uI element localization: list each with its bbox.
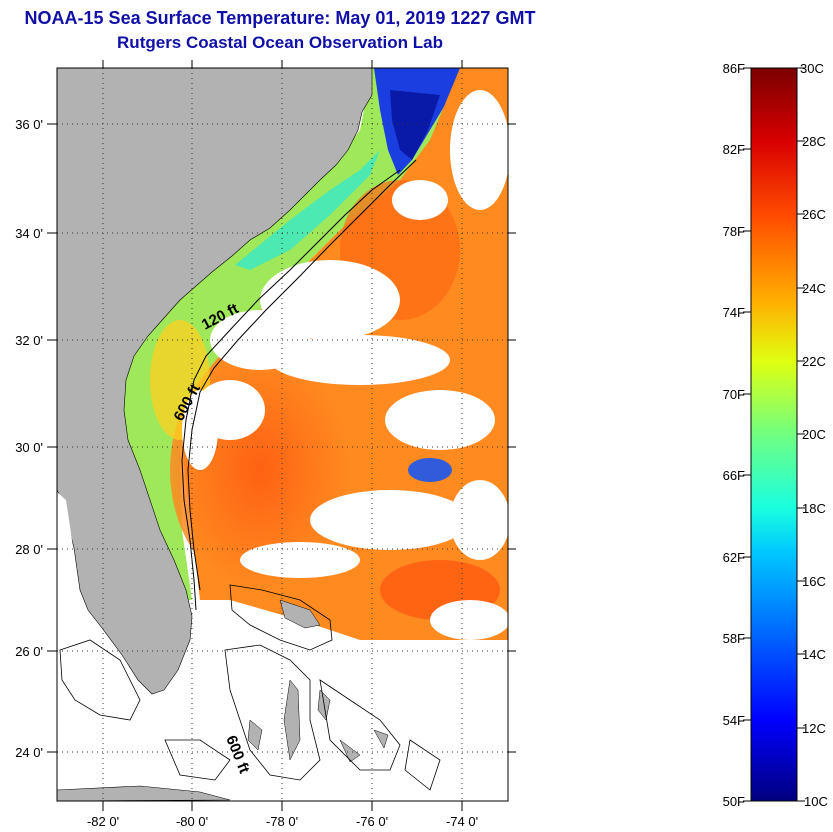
lon-label-82: -82 0' [87, 814, 119, 829]
colorbar-ticks [743, 67, 805, 802]
cb-c-10: 10C [804, 794, 828, 809]
cb-f-86: 86F [723, 61, 745, 76]
cb-c-18: 18C [802, 501, 826, 516]
cb-f-70: 70F [723, 387, 745, 402]
lat-label-28: 28 0' [15, 542, 43, 557]
lat-label-30: 30 0' [15, 440, 43, 455]
cb-c-22: 22C [802, 354, 826, 369]
cloud-mask [182, 90, 508, 640]
cb-f-50: 50F [723, 794, 745, 809]
cb-c-26: 26C [802, 207, 826, 222]
cb-f-54: 54F [723, 713, 745, 728]
cb-f-74: 74F [723, 305, 745, 320]
sst-shelf-cyan [235, 150, 380, 270]
sst-very-cold-water [390, 90, 440, 160]
land-us [57, 68, 373, 695]
cb-f-58: 58F [723, 631, 745, 646]
bahamas-bank-contours [59, 584, 441, 791]
cb-f-66: 66F [723, 468, 745, 483]
cb-c-24: 24C [802, 281, 826, 296]
cb-c-30: 30C [800, 61, 824, 76]
isobath-120ft [181, 169, 401, 611]
cb-f-82: 82F [723, 142, 745, 157]
cb-f-78: 78F [723, 224, 745, 239]
lon-label-80: -80 0' [176, 814, 208, 829]
cb-c-16: 16C [802, 574, 826, 589]
cb-c-12: 12C [802, 721, 826, 736]
lon-label-76: -76 0' [356, 814, 388, 829]
land-cuba [57, 785, 231, 801]
graticule [57, 68, 508, 801]
lat-label-24: 24 0' [15, 745, 43, 760]
colorbar [750, 67, 798, 802]
sst-blue-eddy [408, 458, 452, 482]
bahamas-islands [247, 599, 389, 763]
isobath-600ft [187, 159, 417, 591]
lon-label-74: -74 0' [446, 814, 478, 829]
lon-label-78: -78 0' [266, 814, 298, 829]
cb-c-14: 14C [802, 647, 826, 662]
map-subtitle: Rutgers Coastal Ocean Observation Lab [117, 33, 443, 52]
cb-c-28: 28C [802, 134, 826, 149]
cb-c-20: 20C [802, 427, 826, 442]
map-ticks [47, 60, 516, 811]
lat-label-34: 34 0' [15, 226, 43, 241]
lat-label-36: 36 0' [15, 117, 43, 132]
map-title: NOAA-15 Sea Surface Temperature: May 01,… [24, 8, 536, 28]
land-gulf [57, 492, 76, 590]
sst-map [57, 68, 508, 801]
lat-label-26: 26 0' [15, 644, 43, 659]
lat-label-32: 32 0' [15, 333, 43, 348]
cb-f-62: 62F [723, 550, 745, 565]
